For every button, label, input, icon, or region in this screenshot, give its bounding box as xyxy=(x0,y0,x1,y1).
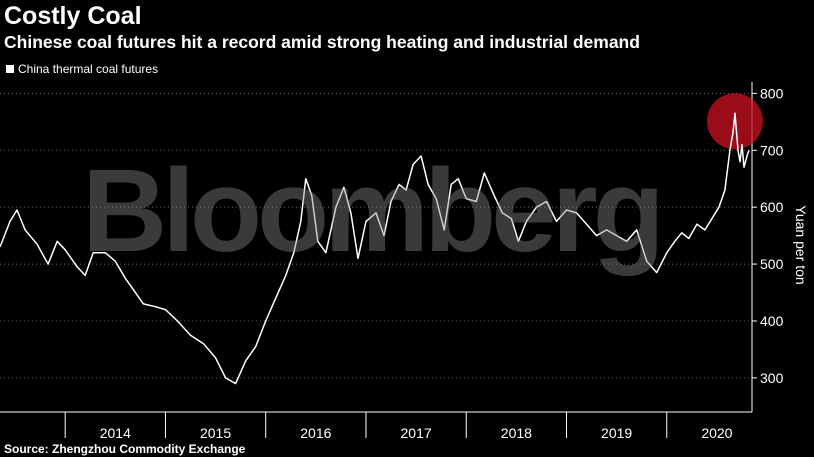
x-tick-label: 2020 xyxy=(701,425,732,441)
y-tick-label: 300 xyxy=(760,370,784,386)
x-tick-label: 2017 xyxy=(401,425,432,441)
x-axis: 2014 2015 2016 2017 2018 2019 2020 xyxy=(0,411,752,441)
y-tick-label: 400 xyxy=(760,313,784,329)
chart-title: Costly Coal xyxy=(4,2,142,30)
series-group xyxy=(0,112,750,385)
x-tick-label: 2015 xyxy=(200,425,231,441)
x-tick-label: 2018 xyxy=(501,425,532,441)
y-tick-label: 500 xyxy=(760,256,784,272)
series-line-0 xyxy=(0,112,750,385)
legend-label: China thermal coal futures xyxy=(18,62,159,76)
y-axis-label: Yuan per ton xyxy=(793,205,809,284)
legend: China thermal coal futures xyxy=(6,62,158,76)
y-tick-label: 800 xyxy=(760,85,784,101)
source-note: Source: Zhengzhou Commodity Exchange xyxy=(4,442,246,456)
y-tick-label: 600 xyxy=(760,199,784,215)
gridlines xyxy=(0,92,752,379)
legend-swatch xyxy=(6,65,14,73)
x-tick-label: 2014 xyxy=(100,425,131,441)
x-tick-label: 2016 xyxy=(300,425,331,441)
chart-subtitle: Chinese coal futures hit a record amid s… xyxy=(4,32,640,52)
x-tick-label: 2019 xyxy=(601,425,632,441)
y-tick-label: 700 xyxy=(760,142,784,158)
